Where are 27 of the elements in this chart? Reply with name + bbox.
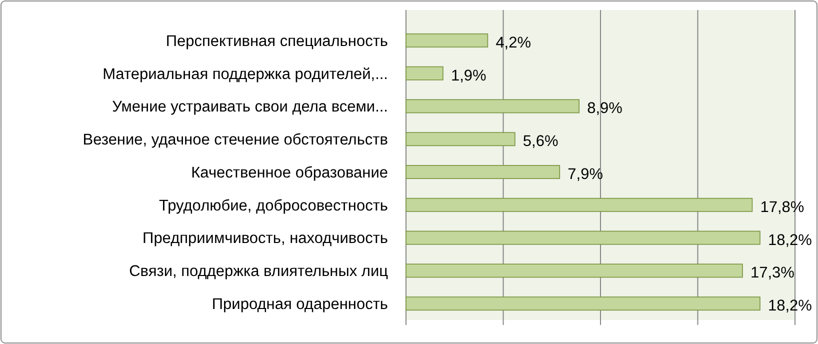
bar <box>406 264 743 278</box>
data-label: 18,2% <box>768 298 812 315</box>
y-tick-label: Материальная поддержка родителей,... <box>102 66 388 83</box>
data-label: 5,6% <box>522 133 558 150</box>
y-tick-label: Качественное образование <box>191 164 388 182</box>
bar <box>406 165 560 179</box>
bar <box>406 230 760 245</box>
data-label: 8,9% <box>587 100 623 118</box>
bar <box>406 66 444 80</box>
y-tick-label: Связи, поддержка влиятельных лиц <box>129 263 388 280</box>
data-label: 18,2% <box>768 232 812 249</box>
data-label: 17,3% <box>750 264 795 282</box>
data-label: 4,2% <box>496 34 532 52</box>
data-label: 17,8% <box>760 198 804 216</box>
bar <box>406 132 516 146</box>
bar <box>406 99 580 114</box>
bar <box>406 33 488 48</box>
data-label: 7,9% <box>568 166 604 183</box>
y-tick-label: Умение устраивать свои дела всеми... <box>112 98 388 116</box>
y-tick-label: Трудолюбие, добросовестность <box>158 197 388 214</box>
y-tick-label: Перспективная специальность <box>166 32 388 50</box>
y-tick-label: Везение, удачное стечение обстоятельств <box>82 132 388 149</box>
y-tick-label: Предприимчивость, находчивость <box>142 230 388 248</box>
bar <box>406 198 753 212</box>
bar <box>406 296 760 311</box>
data-label: 1,9% <box>450 67 486 84</box>
y-tick-label: Природная одаренность <box>212 296 388 313</box>
